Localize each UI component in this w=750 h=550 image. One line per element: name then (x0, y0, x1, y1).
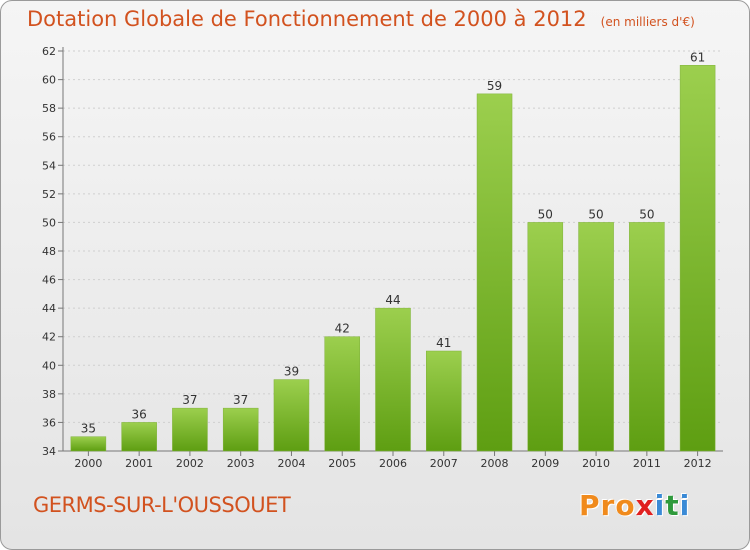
value-label: 61 (690, 50, 705, 64)
x-tick-label: 2012 (684, 457, 712, 470)
x-tick-label: 2005 (328, 457, 356, 470)
value-label: 50 (639, 207, 654, 221)
y-tick-label: 56 (42, 131, 56, 144)
y-tick-label: 40 (42, 359, 56, 372)
bar-2005 (324, 336, 360, 452)
y-tick-label: 48 (42, 245, 56, 258)
proxiti-logo: Proxiti (579, 489, 690, 522)
bars (70, 65, 716, 452)
x-tick-label: 2001 (125, 457, 153, 470)
x-tick-label: 2009 (531, 457, 559, 470)
chart-title-text: Dotation Globale de Fonctionnement de 20… (27, 7, 587, 31)
y-tick-label: 34 (42, 445, 56, 458)
logo-letter: x (635, 489, 655, 522)
bar-2010 (578, 222, 614, 452)
y-tick-label: 46 (42, 274, 56, 287)
unit-note: (en milliers d'€) (600, 15, 695, 29)
value-label: 37 (182, 393, 197, 407)
y-tick-label: 38 (42, 388, 56, 401)
bar-2011 (629, 222, 665, 452)
y-tick-label: 50 (42, 216, 56, 229)
logo-letter: P (579, 489, 601, 522)
y-tick-label: 44 (42, 302, 56, 315)
y-tick-label: 54 (42, 159, 56, 172)
bar-2012 (679, 65, 716, 452)
logo-letter: t (665, 489, 680, 522)
x-tick-label: 2004 (277, 457, 305, 470)
value-label: 37 (233, 393, 248, 407)
value-label: 44 (385, 293, 400, 307)
value-label: 39 (284, 365, 299, 379)
x-tick-label: 2010 (582, 457, 610, 470)
bar-2001 (121, 422, 157, 452)
value-label: 42 (335, 322, 350, 336)
x-tick-label: 2007 (430, 457, 458, 470)
bar-2003 (222, 407, 259, 452)
bar-2004 (273, 379, 310, 452)
x-tick-label: 2011 (633, 457, 661, 470)
commune-name: GERMS-SUR-L'OUSSOUET (33, 493, 291, 517)
logo-letter: i (679, 489, 691, 522)
value-label: 59 (487, 79, 502, 93)
bar-2007 (426, 350, 462, 452)
y-tick-label: 36 (42, 416, 56, 429)
bar-2006 (375, 307, 411, 452)
value-label: 35 (81, 422, 96, 436)
logo-letter: o (615, 489, 636, 522)
bar-2000 (70, 436, 107, 452)
value-labels: 35 36 37 37 39 42 44 41 59 50 50 50 61 (81, 50, 706, 435)
y-tick-label: 62 (42, 45, 56, 58)
x-tick-label: 2006 (379, 457, 407, 470)
value-label: 41 (436, 336, 451, 350)
bar-2009 (527, 222, 564, 452)
bar-2002 (172, 407, 208, 452)
x-tick-label: 2000 (74, 457, 102, 470)
x-tick-label: 2002 (176, 457, 204, 470)
value-label: 36 (132, 407, 147, 421)
y-tick-label: 42 (42, 331, 56, 344)
value-label: 50 (588, 207, 603, 221)
y-tick-label: 52 (42, 188, 56, 201)
value-label: 50 (538, 207, 553, 221)
bar-2008 (476, 93, 513, 452)
x-tick-label: 2008 (481, 457, 509, 470)
logo-letter: i (654, 489, 666, 522)
logo-letter: r (600, 489, 616, 522)
y-tick-label: 58 (42, 102, 56, 115)
chart-title: Dotation Globale de Fonctionnement de 20… (27, 7, 695, 31)
y-tick-label: 60 (42, 74, 56, 87)
x-tick-label: 2003 (227, 457, 255, 470)
